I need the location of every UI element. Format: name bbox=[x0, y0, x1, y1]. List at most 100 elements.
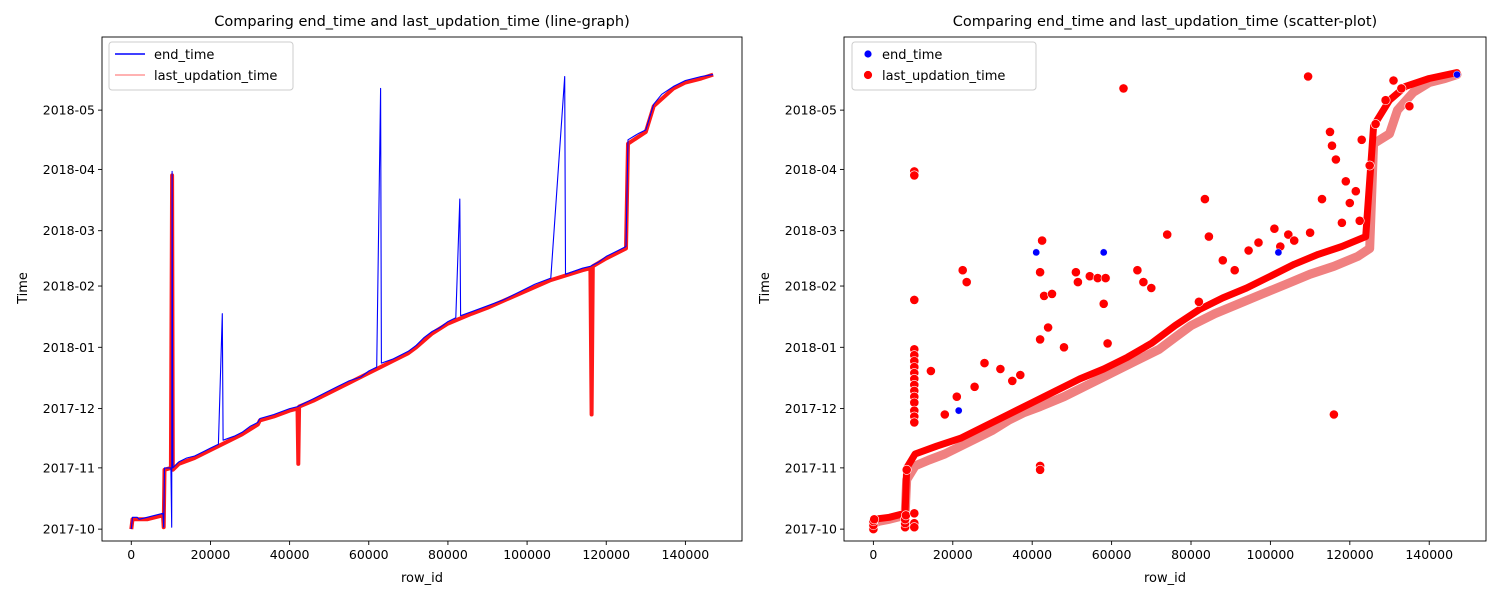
scatter-point-last-updation-time bbox=[926, 366, 936, 376]
y-tick-label: 2018-04 bbox=[43, 162, 95, 177]
x-tick-label: 140000 bbox=[1405, 547, 1453, 562]
chart-title: Comparing end_time and last_updation_tim… bbox=[214, 14, 629, 30]
scatter-point-last-updation-time bbox=[1404, 101, 1415, 112]
scatter-point-last-updation-time bbox=[961, 277, 972, 287]
x-tick-label: 0 bbox=[127, 547, 135, 562]
x-axis-label: row_id bbox=[401, 571, 443, 586]
y-tick-label: 2018-05 bbox=[43, 103, 95, 118]
x-tick-label: 80000 bbox=[428, 547, 468, 562]
scatter-point-last-updation-time bbox=[1035, 334, 1045, 345]
scatter-point-last-updation-time bbox=[1327, 140, 1337, 151]
scatter-point-last-updation-time bbox=[1350, 186, 1361, 197]
scatter-point-last-updation-time bbox=[1317, 194, 1327, 204]
scatter-point-last-updation-time bbox=[909, 170, 920, 181]
scatter-point-last-updation-time bbox=[1269, 223, 1280, 234]
scatter-point-end-time bbox=[1453, 70, 1461, 79]
scatter-point-last-updation-time bbox=[1138, 277, 1149, 287]
x-tick-label: 40000 bbox=[270, 547, 310, 562]
scatter-point-end-time bbox=[1032, 248, 1041, 257]
scatter-point-last-updation-time bbox=[901, 464, 912, 475]
last-updation-time-dense-band bbox=[869, 69, 1461, 523]
scatter-point-end-time bbox=[954, 406, 963, 415]
scatter-point-last-updation-time bbox=[1305, 227, 1315, 238]
scatter-point-last-updation-time bbox=[1354, 215, 1365, 226]
scatter-point-last-updation-time bbox=[1325, 126, 1335, 137]
legend-key-last-updation-time bbox=[862, 69, 874, 81]
scatter-point-last-updation-time bbox=[1229, 265, 1240, 276]
scatter-point-last-updation-time bbox=[1396, 83, 1407, 94]
scatter-point-last-updation-time bbox=[957, 265, 968, 276]
legend: end_time last_updation_time bbox=[108, 41, 294, 91]
plot-frame bbox=[843, 36, 1487, 542]
scatter-point-last-updation-time bbox=[1059, 342, 1069, 353]
y-tick-label: 2017-10 bbox=[785, 522, 837, 537]
scatter-point-last-updation-time bbox=[969, 381, 980, 392]
scatter-point-last-updation-time bbox=[909, 508, 920, 519]
x-tick-label: 100000 bbox=[1247, 547, 1295, 562]
legend-label-end-time: end_time bbox=[154, 48, 214, 63]
legend-label-last-updation-time: last_updation_time bbox=[882, 69, 1005, 84]
y-tick-label: 2017-12 bbox=[785, 401, 837, 416]
scatter-point-last-updation-time bbox=[1364, 160, 1375, 171]
scatter-point-last-updation-time bbox=[1388, 75, 1399, 86]
scatter-point-last-updation-time bbox=[1047, 288, 1057, 299]
y-tick-label: 2018-04 bbox=[785, 162, 837, 177]
y-tick-label: 2018-02 bbox=[785, 279, 837, 294]
scatter-point-last-updation-time bbox=[1337, 217, 1347, 228]
scatter-point-last-updation-time bbox=[1380, 95, 1391, 106]
y-tick-label: 2017-11 bbox=[43, 460, 95, 475]
scatter-point-last-updation-time bbox=[951, 391, 962, 402]
scatter-point-last-updation-time bbox=[1329, 409, 1339, 420]
x-tick-label: 120000 bbox=[1326, 547, 1374, 562]
scatter-point-last-updation-time bbox=[1043, 322, 1053, 333]
scatter-point-last-updation-time bbox=[979, 358, 990, 368]
scatter-point-last-updation-time bbox=[909, 294, 920, 305]
legend-label-end-time: end_time bbox=[882, 48, 942, 63]
x-axis-label: row_id bbox=[1144, 571, 1186, 586]
plot-frame bbox=[101, 36, 743, 542]
x-tick-label: 20000 bbox=[933, 547, 973, 562]
scatter-point-last-updation-time bbox=[1331, 154, 1341, 165]
scatter-point-last-updation-time bbox=[869, 514, 880, 525]
scatter-point-last-updation-time bbox=[1037, 235, 1047, 246]
scatter-point-last-updation-time bbox=[1015, 370, 1026, 380]
x-tick-label: 120000 bbox=[582, 547, 630, 562]
scatter-point-last-updation-time bbox=[1102, 338, 1113, 349]
y-axis-label: Time bbox=[16, 272, 31, 305]
scatter-point-last-updation-time bbox=[909, 417, 920, 428]
scatter-point-last-updation-time bbox=[1344, 198, 1355, 208]
line-graph-panel: Comparing end_time and last_updation_tim… bbox=[16, 14, 743, 586]
scatter-point-last-updation-time bbox=[901, 510, 911, 521]
scatter-point-last-updation-time bbox=[1303, 71, 1313, 82]
scatter-point-last-updation-time bbox=[1146, 283, 1157, 293]
scatter-point-last-updation-time bbox=[1340, 176, 1351, 187]
y-tick-label: 2017-10 bbox=[43, 522, 95, 537]
scatter-point-last-updation-time bbox=[1118, 83, 1129, 94]
scatter-point-last-updation-time bbox=[1204, 231, 1214, 242]
scatter-point-last-updation-time bbox=[1200, 194, 1210, 204]
scatter-point-end-time bbox=[1099, 248, 1108, 257]
scatter-point-last-updation-time bbox=[1035, 464, 1045, 475]
scatter-point-last-updation-time bbox=[1035, 267, 1045, 278]
y-tick-label: 2017-11 bbox=[785, 460, 837, 475]
legend: end_time last_updation_time bbox=[851, 41, 1037, 91]
data-marks bbox=[868, 69, 1462, 534]
scatter-point-last-updation-time bbox=[1253, 237, 1264, 248]
scatter-point-last-updation-time bbox=[1162, 229, 1173, 240]
scatter-point-last-updation-time bbox=[1132, 265, 1143, 276]
x-tick-label: 80000 bbox=[1171, 547, 1211, 562]
y-tick-label: 2018-01 bbox=[43, 340, 95, 355]
scatter-point-last-updation-time bbox=[1071, 267, 1081, 278]
scatter-plot-panel: Comparing end_time and last_updation_tim… bbox=[758, 14, 1487, 586]
x-tick-label: 60000 bbox=[349, 547, 389, 562]
legend-label-last-updation-time: last_updation_time bbox=[154, 69, 277, 84]
scatter-point-last-updation-time bbox=[939, 409, 950, 420]
x-tick-label: 60000 bbox=[1092, 547, 1132, 562]
y-tick-label: 2018-03 bbox=[43, 223, 95, 238]
y-axis-label: Time bbox=[758, 272, 773, 305]
scatter-point-last-updation-time bbox=[1243, 245, 1254, 256]
y-tick-label: 2018-03 bbox=[785, 223, 837, 238]
plot-area: 0 20000 40000 60000 80000 100000 120000 140000 2… bbox=[43, 36, 743, 562]
